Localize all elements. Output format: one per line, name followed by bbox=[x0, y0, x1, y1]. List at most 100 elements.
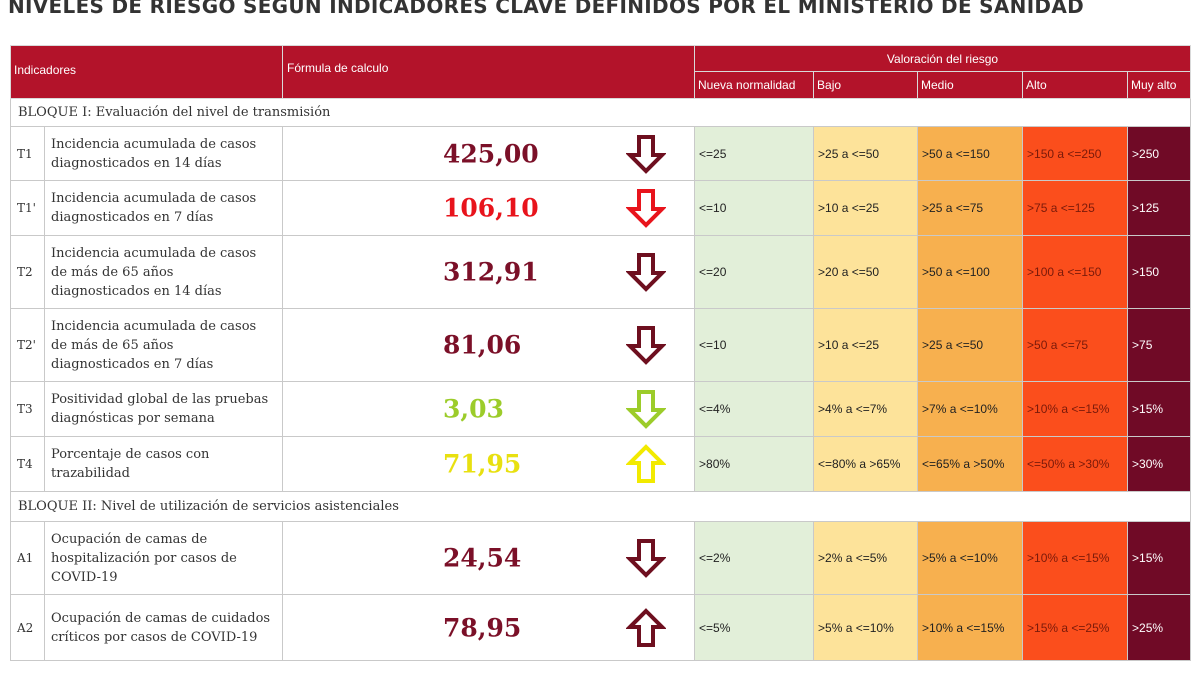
arrow-down-icon bbox=[626, 539, 667, 578]
indicator-name: Ocupación de camas de cuidados críticos … bbox=[43, 594, 284, 661]
indicator-name: Incidencia acumulada de casos diagnostic… bbox=[43, 180, 284, 236]
level-medio: >25 a <=50 bbox=[917, 308, 1024, 382]
level-alto: >75 a <=125 bbox=[1022, 180, 1129, 236]
indicator-code: T2 bbox=[10, 235, 45, 309]
level-medio: <=65% a >50% bbox=[917, 436, 1024, 492]
level-nueva-normalidad: <=25 bbox=[694, 126, 815, 181]
arrow-down-icon bbox=[626, 390, 667, 429]
level-bajo: >10 a <=25 bbox=[813, 308, 919, 382]
indicator-code: T3 bbox=[10, 381, 45, 437]
level-bajo: >2% a <=5% bbox=[813, 521, 919, 595]
indicator-name: Ocupación de camas de hospitalización po… bbox=[43, 521, 284, 595]
indicator-value-cell: 106,10 bbox=[282, 180, 696, 236]
block-title: BLOQUE II: Nivel de utilización de servi… bbox=[9, 491, 1192, 522]
header-indicadores: Indicadores bbox=[9, 45, 284, 99]
arrow-down-icon bbox=[626, 189, 667, 228]
indicator-value-cell: 425,00 bbox=[282, 126, 696, 181]
level-muy-alto: >125 bbox=[1127, 180, 1192, 236]
risk-table: Indicadores Fórmula de calculo Valoració… bbox=[9, 45, 1192, 661]
indicator-value-cell: 312,91 bbox=[282, 235, 696, 309]
arrow-up-icon bbox=[626, 607, 667, 647]
indicator-code: T4 bbox=[10, 436, 45, 492]
level-bajo: <=80% a >65% bbox=[813, 436, 919, 492]
level-bajo: >5% a <=10% bbox=[813, 594, 919, 661]
level-alto: >10% a <=15% bbox=[1022, 381, 1129, 437]
level-nueva-normalidad: <=5% bbox=[694, 594, 815, 661]
indicator-value: 24,54 bbox=[443, 543, 522, 573]
level-medio: >7% a <=10% bbox=[917, 381, 1024, 437]
table-row: T3 Positividad global de las pruebas diag… bbox=[10, 381, 1192, 437]
indicator-code: A2 bbox=[10, 594, 45, 661]
indicator-value: 3,03 bbox=[443, 394, 504, 424]
level-alto: >15% a <=25% bbox=[1022, 594, 1129, 661]
table-row: T1' Incidencia acumulada de casos diagnos… bbox=[10, 180, 1192, 236]
table-row: T2' Incidencia acumulada de casos de más … bbox=[10, 308, 1192, 382]
indicator-value: 106,10 bbox=[443, 193, 539, 223]
level-nueva-normalidad: <=20 bbox=[694, 235, 815, 309]
level-nueva-normalidad: <=4% bbox=[694, 381, 815, 437]
level-bajo: >4% a <=7% bbox=[813, 381, 919, 437]
level-medio: >5% a <=10% bbox=[917, 521, 1024, 595]
level-muy-alto: >25% bbox=[1127, 594, 1192, 661]
level-alto: <=50% a >30% bbox=[1022, 436, 1129, 492]
page-title: NIVELES DE RIESGO SEGÚN INDICADORES CLAV… bbox=[8, 0, 1085, 18]
indicator-code: T1' bbox=[10, 180, 45, 236]
table-row: T2 Incidencia acumulada de casos de más d… bbox=[10, 235, 1192, 309]
level-nueva-normalidad: >80% bbox=[694, 436, 815, 492]
header-level-nueva-normalidad: Nueva normalidad bbox=[694, 71, 815, 99]
header-valoracion: Valoración del riesgo bbox=[694, 45, 1192, 72]
indicator-value: 312,91 bbox=[443, 257, 539, 287]
indicator-name: Incidencia acumulada de casos de más de … bbox=[43, 308, 284, 382]
indicator-code: A1 bbox=[10, 521, 45, 595]
table-row: T1 Incidencia acumulada de casos diagnost… bbox=[10, 126, 1192, 181]
level-muy-alto: >30% bbox=[1127, 436, 1192, 492]
level-muy-alto: >250 bbox=[1127, 126, 1192, 181]
indicator-value-cell: 71,95 bbox=[282, 436, 696, 492]
header-formula: Fórmula de calculo bbox=[282, 45, 696, 99]
indicator-value-cell: 3,03 bbox=[282, 381, 696, 437]
level-nueva-normalidad: <=2% bbox=[694, 521, 815, 595]
level-medio: >50 a <=150 bbox=[917, 126, 1024, 181]
level-alto: >150 a <=250 bbox=[1022, 126, 1129, 181]
indicator-value: 81,06 bbox=[443, 330, 522, 360]
level-muy-alto: >75 bbox=[1127, 308, 1192, 382]
indicator-code: T1 bbox=[10, 126, 45, 181]
level-medio: >10% a <=15% bbox=[917, 594, 1024, 661]
level-muy-alto: >150 bbox=[1127, 235, 1192, 309]
level-bajo: >25 a <=50 bbox=[813, 126, 919, 181]
indicator-value-cell: 24,54 bbox=[282, 521, 696, 595]
arrow-down-icon bbox=[626, 253, 667, 292]
table-row: A2 Ocupación de camas de cuidados crítico… bbox=[10, 594, 1192, 661]
arrow-down-icon bbox=[626, 326, 667, 365]
level-muy-alto: >15% bbox=[1127, 381, 1192, 437]
indicator-name: Incidencia acumulada de casos de más de … bbox=[43, 235, 284, 309]
level-bajo: >20 a <=50 bbox=[813, 235, 919, 309]
block-title: BLOQUE I: Evaluación del nivel de transm… bbox=[9, 98, 1192, 127]
level-medio: >50 a <=100 bbox=[917, 235, 1024, 309]
header-level-alto: Alto bbox=[1022, 71, 1129, 99]
block-row: BLOQUE I: Evaluación del nivel de transm… bbox=[9, 98, 1192, 127]
level-alto: >50 a <=75 bbox=[1022, 308, 1129, 382]
header-level-bajo: Bajo bbox=[813, 71, 919, 99]
header-level-muy-alto: Muy alto bbox=[1127, 71, 1192, 99]
indicator-name: Porcentaje de casos con trazabilidad bbox=[43, 436, 284, 492]
level-muy-alto: >15% bbox=[1127, 521, 1192, 595]
header-level-medio: Medio bbox=[917, 71, 1024, 99]
indicator-name: Positividad global de las pruebas diagnó… bbox=[43, 381, 284, 437]
level-bajo: >10 a <=25 bbox=[813, 180, 919, 236]
indicator-value: 425,00 bbox=[443, 139, 539, 168]
level-nueva-normalidad: <=10 bbox=[694, 308, 815, 382]
table-body: BLOQUE I: Evaluación del nivel de transm… bbox=[9, 98, 1192, 661]
indicator-value-cell: 78,95 bbox=[282, 594, 696, 661]
indicator-value: 71,95 bbox=[443, 449, 522, 479]
arrow-up-icon bbox=[626, 444, 667, 483]
level-medio: >25 a <=75 bbox=[917, 180, 1024, 236]
level-alto: >100 a <=150 bbox=[1022, 235, 1129, 309]
table-row: A1 Ocupación de camas de hospitalización … bbox=[10, 521, 1192, 595]
level-alto: >10% a <=15% bbox=[1022, 521, 1129, 595]
block-row: BLOQUE II: Nivel de utilización de servi… bbox=[9, 491, 1192, 522]
indicator-code: T2' bbox=[10, 308, 45, 382]
indicator-value: 78,95 bbox=[443, 613, 522, 642]
indicator-value-cell: 81,06 bbox=[282, 308, 696, 382]
indicator-name: Incidencia acumulada de casos diagnostic… bbox=[43, 126, 284, 181]
